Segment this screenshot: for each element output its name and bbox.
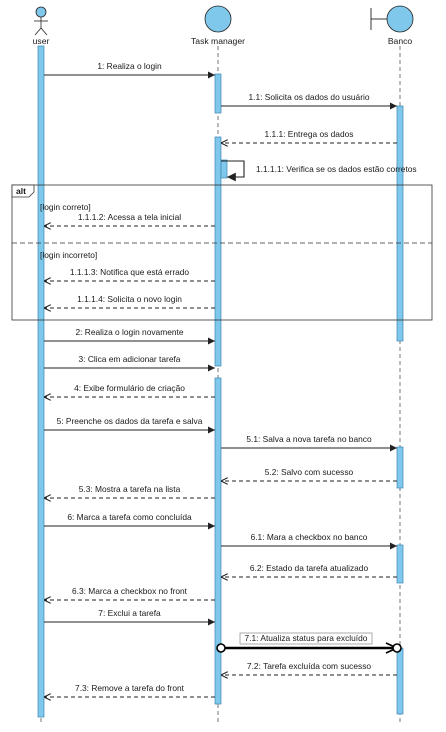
message-label: 6.2: Estado da tarefa atualizado bbox=[250, 563, 369, 573]
activation-bar bbox=[396, 446, 404, 489]
message-12[interactable]: 5.1: Salva a nova tarefa no banco bbox=[221, 434, 397, 452]
message-9[interactable]: 3: Clica em adicionar tarefa bbox=[44, 354, 215, 372]
activation-bar bbox=[396, 647, 404, 715]
message-label: 4: Exibe formulário de criação bbox=[74, 383, 185, 393]
message-18[interactable]: 6.3: Marca a checkbox no front bbox=[44, 586, 215, 600]
message-22[interactable]: 7.3: Remove a tarefa do front bbox=[44, 683, 215, 697]
activation-bars bbox=[37, 45, 404, 718]
message-13[interactable]: 5.2: Salvo com sucesso bbox=[221, 467, 397, 481]
participant-label: Task manager bbox=[191, 36, 245, 46]
message-label: 7.1: Atualiza status para excluído bbox=[245, 633, 368, 643]
message-label: 5.1: Salva a nova tarefa no banco bbox=[246, 434, 372, 444]
message-14[interactable]: 5.3: Mostra a tarefa na lista bbox=[44, 484, 215, 498]
message-6[interactable]: 1.1.1.3: Notifica que está errado bbox=[44, 267, 215, 281]
selection-handle[interactable] bbox=[216, 643, 226, 653]
message-2[interactable]: 1.1: Solicita os dados do usuário bbox=[221, 92, 397, 110]
message-label: 6: Marca a tarefa como concluída bbox=[67, 512, 192, 522]
message-label: 1.1.1.3: Notifica que está errado bbox=[70, 267, 190, 277]
message-7[interactable]: 1.1.1.4: Solicita o novo login bbox=[44, 294, 215, 308]
message-label: 7.2: Tarefa excluída com sucesso bbox=[247, 661, 371, 671]
message-19[interactable]: 7: Exclui a tarefa bbox=[44, 608, 215, 626]
activation-bar bbox=[214, 377, 222, 705]
message-label: 3: Clica em adicionar tarefa bbox=[79, 354, 181, 364]
activation-bar bbox=[37, 45, 45, 718]
message-label: 1.1.1: Entrega os dados bbox=[265, 129, 354, 139]
control-icon bbox=[204, 5, 232, 33]
message-11[interactable]: 5: Preenche os dados da tarefa e salva bbox=[44, 416, 215, 434]
message-3[interactable]: 1.1.1: Entrega os dados bbox=[221, 129, 397, 143]
message-label: 1.1.1.2: Acessa a tela inicial bbox=[78, 212, 181, 222]
message-4[interactable]: 1.1.1.1: Verifica se os dados estão corr… bbox=[221, 160, 417, 182]
fragment-guard: [login correto] bbox=[40, 202, 91, 212]
message-label: 6.3: Marca a checkbox no front bbox=[72, 586, 188, 596]
message-21[interactable]: 7.2: Tarefa excluída com sucesso bbox=[221, 661, 397, 675]
message-label: 1.1: Solicita os dados do usuário bbox=[248, 92, 369, 102]
boundary-icon bbox=[370, 5, 414, 33]
message-1[interactable]: 1: Realiza o login bbox=[44, 61, 215, 79]
activation-bar bbox=[214, 73, 222, 114]
participant-banco[interactable]: Banco bbox=[370, 5, 414, 46]
message-arrow bbox=[221, 160, 245, 182]
message-label: 1: Realiza o login bbox=[97, 61, 162, 71]
activation-bar bbox=[214, 136, 222, 367]
actor-icon bbox=[34, 6, 48, 36]
participant-label: Banco bbox=[388, 36, 413, 46]
message-label: 5.2: Salvo com sucesso bbox=[265, 467, 354, 477]
participant-user[interactable]: user bbox=[33, 6, 50, 46]
message-label: 7.3: Remove a tarefa do front bbox=[75, 683, 185, 693]
message-label: 7: Exclui a tarefa bbox=[98, 608, 161, 618]
selection-handle[interactable] bbox=[392, 643, 402, 653]
fragment-operator: alt bbox=[16, 186, 26, 196]
message-label: 2: Realiza o login novamente bbox=[75, 327, 183, 337]
message-8[interactable]: 2: Realiza o login novamente bbox=[44, 327, 215, 345]
fragment-guard: [login incorreto] bbox=[40, 250, 97, 260]
participant-label: user bbox=[33, 36, 50, 46]
message-15[interactable]: 6: Marca a tarefa como concluída bbox=[44, 512, 215, 530]
messages: 1: Realiza o login 1.1: Solicita os dados… bbox=[44, 61, 417, 697]
message-17[interactable]: 6.2: Estado da tarefa atualizado bbox=[221, 563, 397, 577]
participant-task-manager[interactable]: Task manager bbox=[191, 5, 245, 46]
message-label: 5: Preenche os dados da tarefa e salva bbox=[57, 416, 203, 426]
alt-fragment[interactable]: alt [login correto] [login incorreto] bbox=[11, 184, 433, 321]
message-label: 1.1.1.1: Verifica se os dados estão corr… bbox=[256, 164, 417, 174]
message-10[interactable]: 4: Exibe formulário de criação bbox=[44, 383, 215, 397]
message-16[interactable]: 6.1: Mara a checkbox no banco bbox=[221, 532, 397, 550]
message-label-box bbox=[239, 632, 373, 645]
message-5[interactable]: 1.1.1.2: Acessa a tela inicial bbox=[44, 212, 215, 226]
activation-bar bbox=[396, 544, 404, 584]
activation-bar bbox=[396, 105, 404, 342]
message-label: 1.1.1.4: Solicita o novo login bbox=[77, 294, 182, 304]
activation-bar bbox=[220, 159, 228, 179]
message-label: 6.1: Mara a checkbox no banco bbox=[251, 532, 368, 542]
message-20[interactable]: 7.1: Atualiza status para excluído bbox=[216, 632, 402, 654]
message-label: 5.3: Mostra a tarefa na lista bbox=[79, 484, 181, 494]
